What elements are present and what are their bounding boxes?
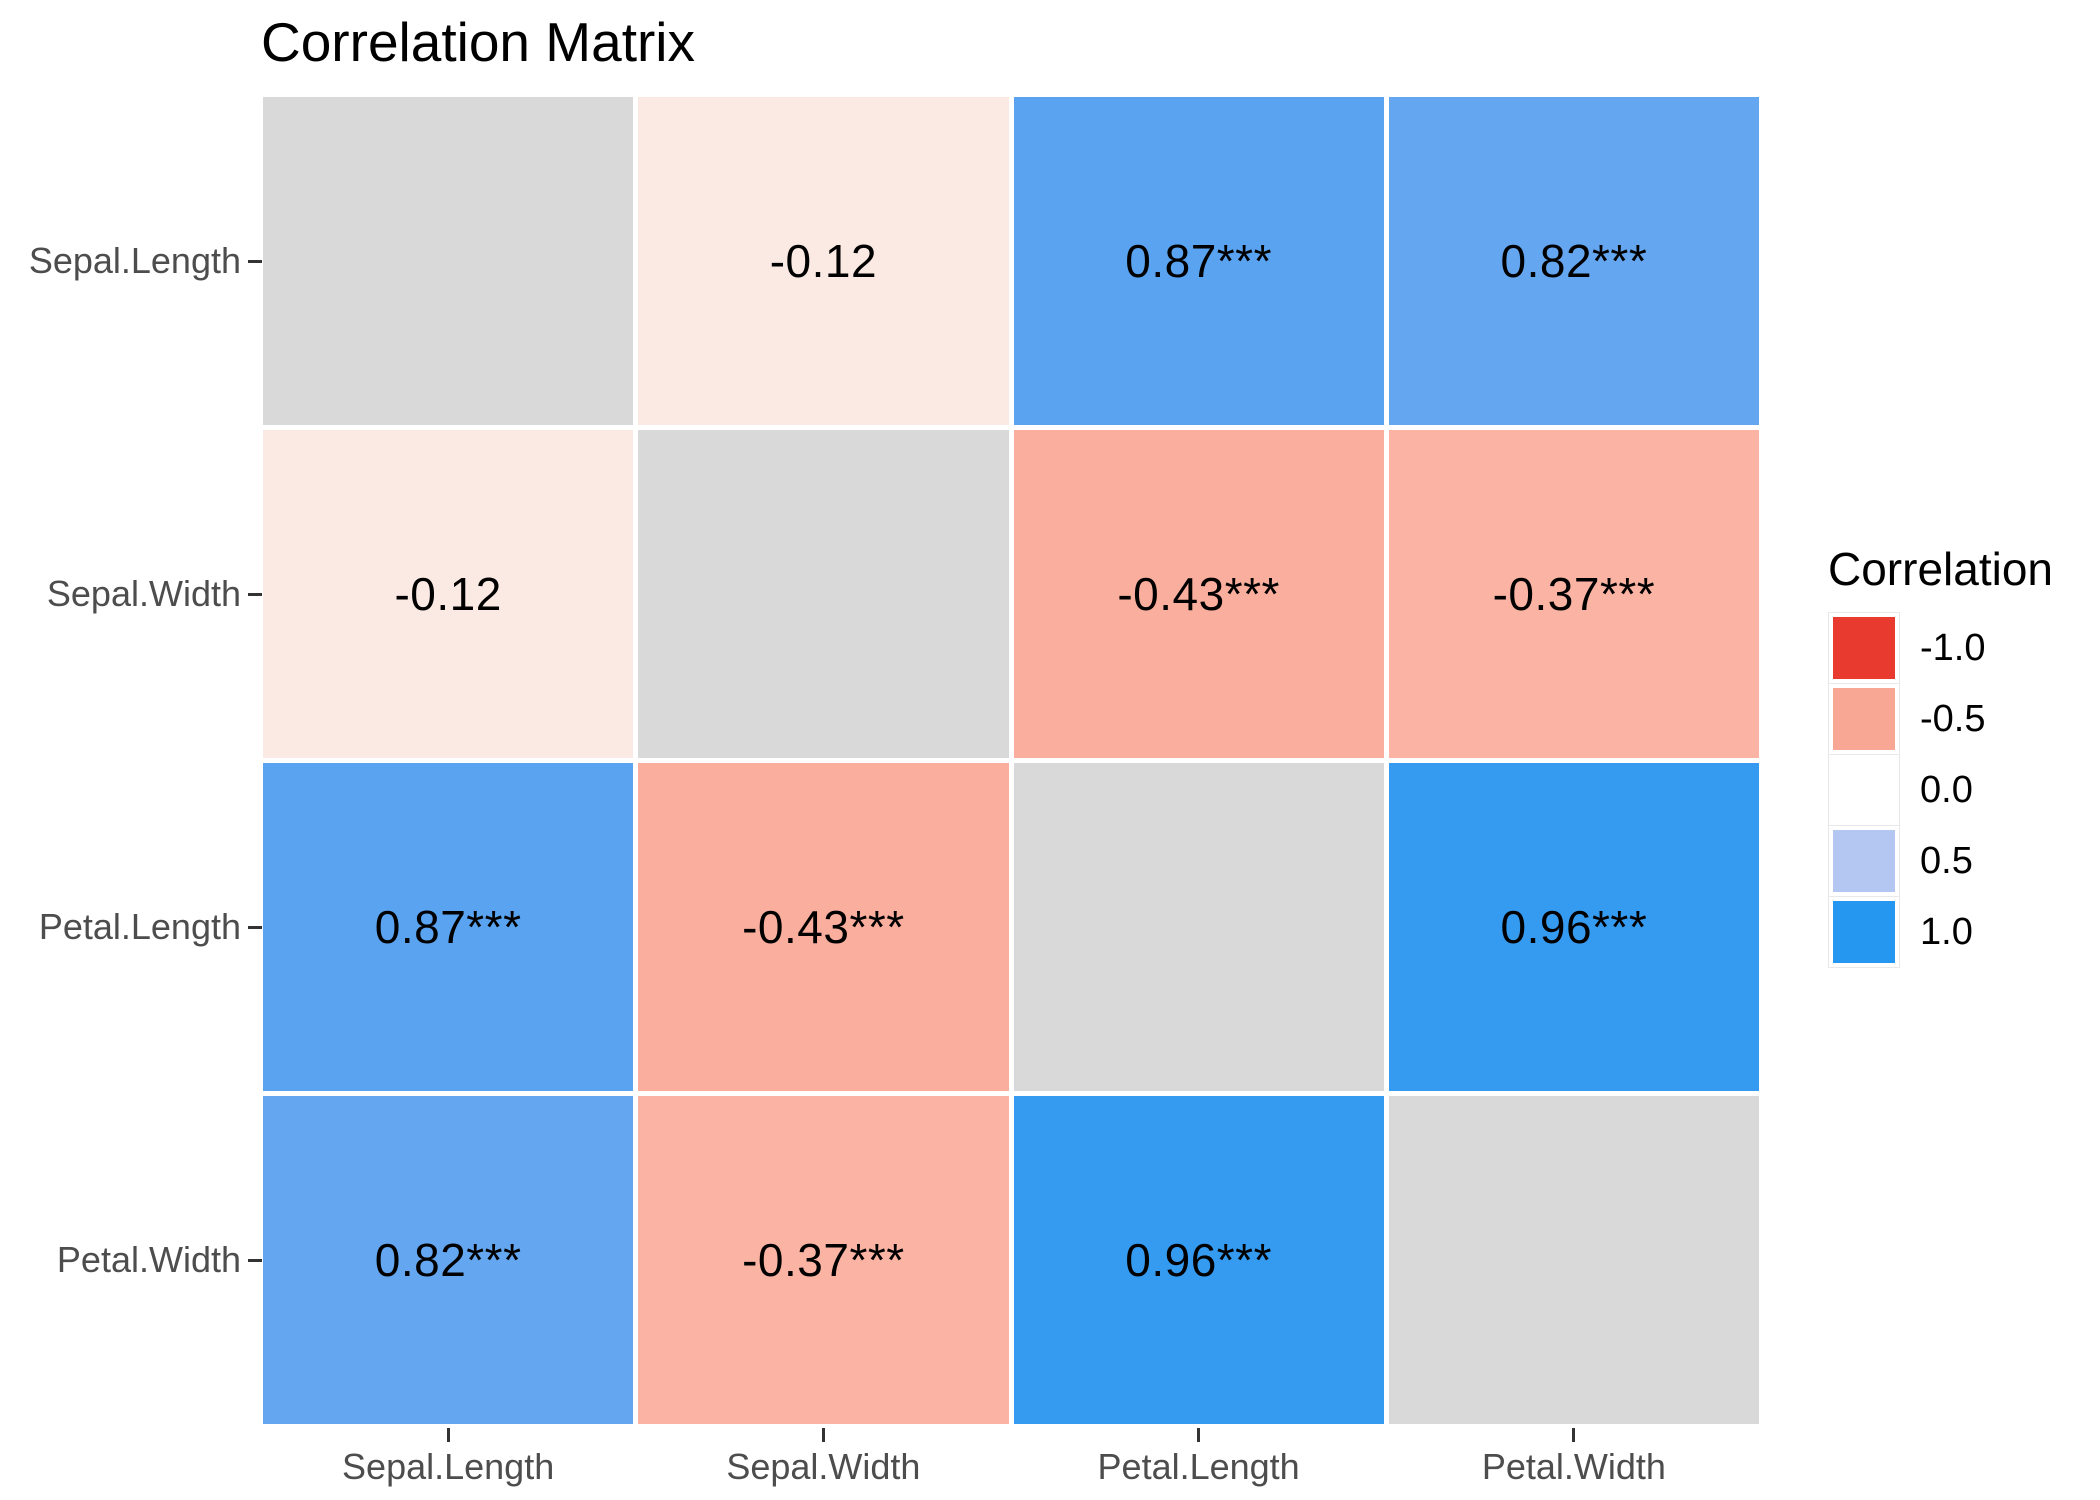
- legend-entry: -0.5: [1828, 683, 2053, 755]
- legend-key-box: [1828, 754, 1900, 826]
- legend-swatch: [1833, 830, 1895, 892]
- matrix-cell-Sepal.Width-Sepal.Length: -0.12: [263, 430, 634, 758]
- legend-key-box: [1828, 612, 1900, 684]
- x-tick-mark: [446, 1428, 450, 1442]
- x-tick-mark: [1572, 1428, 1576, 1442]
- y-tick-mark: [248, 592, 262, 596]
- matrix-cell-Petal.Length-Petal.Width: 0.96***: [1388, 763, 1759, 1091]
- legend-entry: 1.0: [1828, 896, 2053, 968]
- legend-swatch: [1833, 901, 1895, 963]
- legend-swatch: [1833, 617, 1895, 679]
- legend-label: 1.0: [1920, 910, 1973, 953]
- matrix-cell-Petal.Length-Sepal.Length: 0.87***: [263, 763, 634, 1091]
- legend-swatch: [1833, 759, 1895, 821]
- legend-entry: -1.0: [1828, 612, 2053, 684]
- legend-label: -0.5: [1920, 697, 1986, 740]
- matrix-cell-Petal.Width-Petal.Width: [1388, 1096, 1759, 1424]
- matrix-cell-Petal.Width-Sepal.Width: -0.37***: [638, 1096, 1009, 1424]
- x-tick-label-Sepal.Length: Sepal.Length: [342, 1446, 555, 1487]
- matrix-cell-Petal.Length-Sepal.Width: -0.43***: [638, 763, 1009, 1091]
- y-tick-label-Petal.Length: Petal.Length: [38, 906, 241, 947]
- legend-key-box: [1828, 825, 1900, 897]
- y-tick-label-Sepal.Width: Sepal.Width: [46, 573, 241, 614]
- plot-title: Correlation Matrix: [261, 11, 696, 73]
- matrix-cell-Petal.Width-Petal.Length: 0.96***: [1013, 1096, 1384, 1424]
- matrix-cell-Sepal.Length-Sepal.Length: [263, 97, 634, 425]
- matrix-cell-Petal.Length-Petal.Length: [1013, 763, 1384, 1091]
- legend-label: 0.0: [1920, 768, 1973, 811]
- legend-title: Correlation: [1828, 543, 2053, 595]
- x-tick-label-Petal.Length: Petal.Length: [1097, 1446, 1300, 1487]
- legend-key-box: [1828, 896, 1900, 968]
- y-tick-label-Petal.Width: Petal.Width: [56, 1239, 241, 1280]
- y-tick-mark: [248, 1258, 262, 1262]
- legend-swatch: [1833, 688, 1895, 750]
- x-tick-label-Petal.Width: Petal.Width: [1481, 1446, 1666, 1487]
- x-tick-mark: [1197, 1428, 1201, 1442]
- matrix-cell-Sepal.Width-Petal.Length: -0.43***: [1013, 430, 1384, 758]
- legend: Correlation -1.0 -0.5 0.0 0.5 1.0: [1828, 543, 2053, 968]
- y-tick-label-Sepal.Length: Sepal.Length: [28, 240, 241, 281]
- heatmap-grid: -0.12 0.87*** 0.82*** -0.12 -0.43*** -0.37***…: [263, 97, 1759, 1424]
- x-tick-mark: [821, 1428, 825, 1442]
- legend-keys: -1.0 -0.5 0.0 0.5 1.0: [1828, 612, 2053, 968]
- matrix-cell-Sepal.Length-Sepal.Width: -0.12: [638, 97, 1009, 425]
- matrix-cell-Petal.Width-Sepal.Length: 0.82***: [263, 1096, 634, 1424]
- legend-label: 0.5: [1920, 839, 1973, 882]
- matrix-cell-Sepal.Width-Petal.Width: -0.37***: [1388, 430, 1759, 758]
- y-tick-mark: [248, 259, 262, 263]
- legend-entry: 0.0: [1828, 754, 2053, 826]
- legend-label: -1.0: [1920, 626, 1986, 669]
- matrix-cell-Sepal.Length-Petal.Length: 0.87***: [1013, 97, 1384, 425]
- matrix-cell-Sepal.Width-Sepal.Width: [638, 430, 1009, 758]
- x-tick-label-Sepal.Width: Sepal.Width: [726, 1446, 921, 1487]
- legend-key-box: [1828, 683, 1900, 755]
- legend-entry: 0.5: [1828, 825, 2053, 897]
- matrix-cell-Sepal.Length-Petal.Width: 0.82***: [1388, 97, 1759, 425]
- y-tick-mark: [248, 925, 262, 929]
